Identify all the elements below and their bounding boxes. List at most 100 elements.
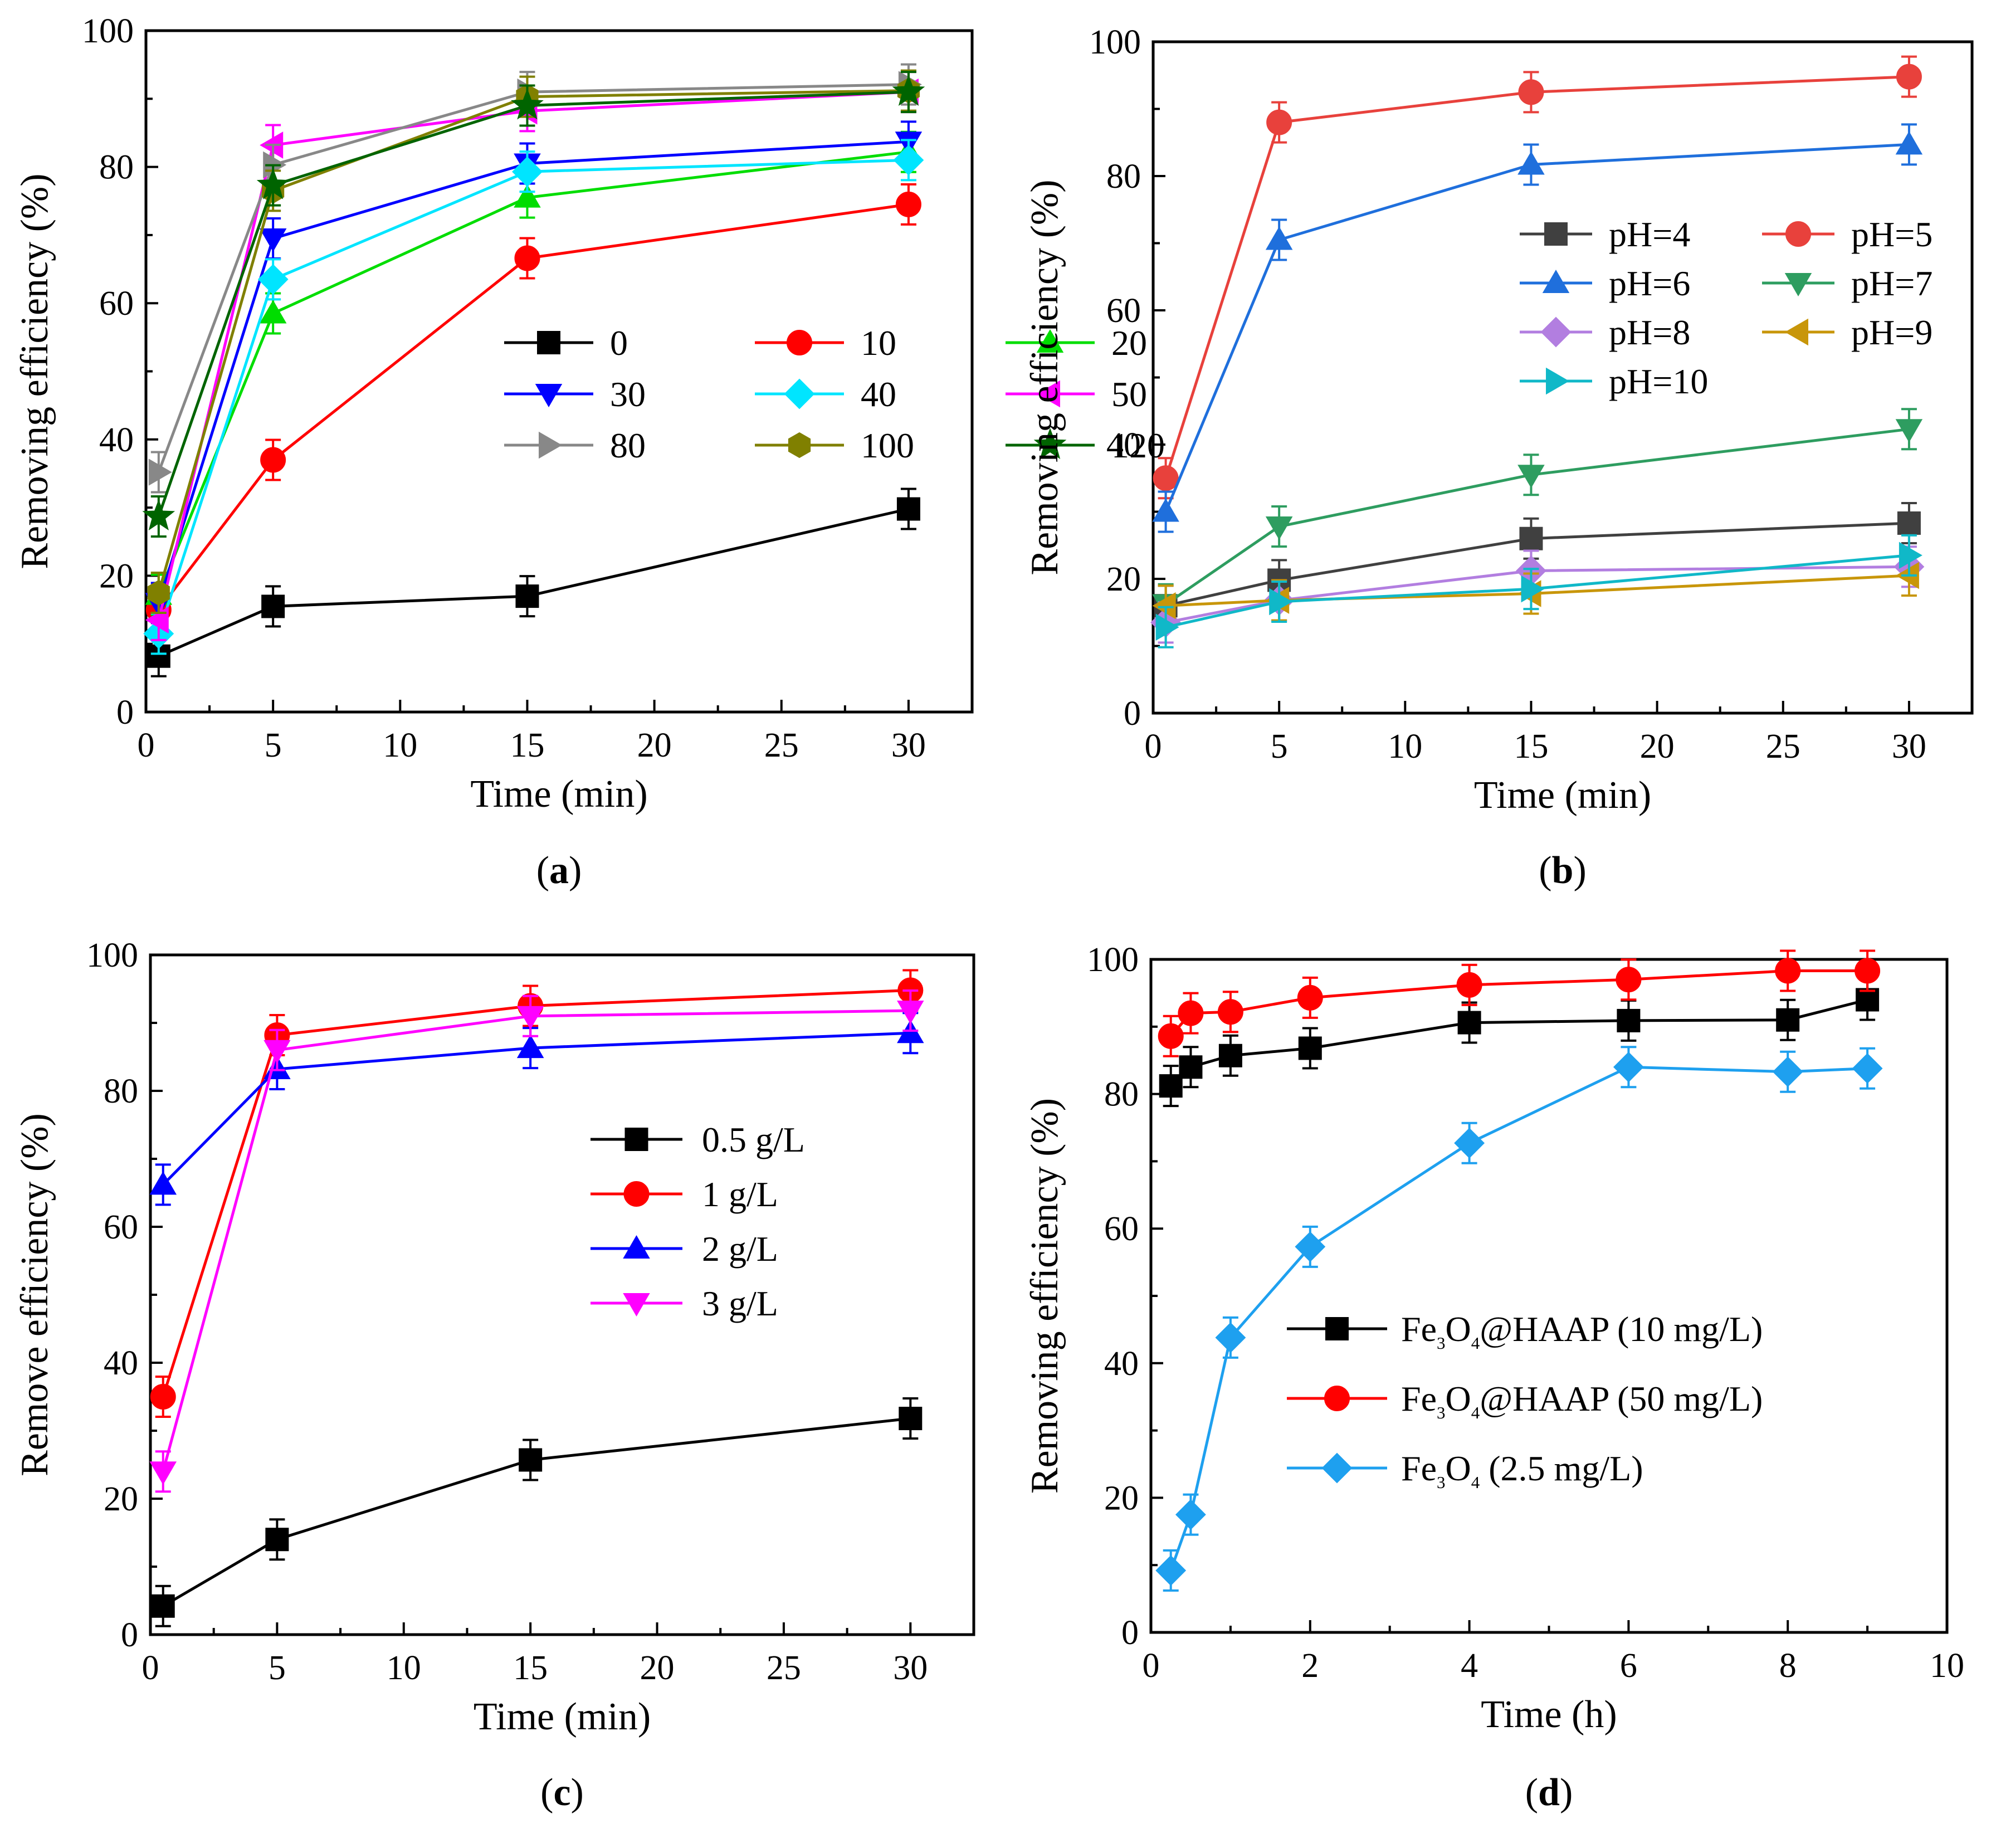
y-tick-label: 40 [104,1344,138,1382]
y-tick-label: 0 [1124,695,1141,733]
series-1 [1158,949,1881,1057]
data-point [1855,958,1881,984]
legend-label: pH=7 [1851,264,1933,303]
x-tick-label: 5 [265,726,282,764]
series-line [157,83,909,473]
series-line [162,1417,911,1607]
panel-caption: (c) [540,1771,584,1814]
x-tick-label: 2 [1301,1647,1319,1685]
data-point [1215,1322,1246,1353]
x-tick-label: 0 [138,726,155,764]
series-line [157,140,909,604]
data-point [516,1035,544,1059]
data-point [899,1407,923,1431]
x-axis-title: Time (h) [1481,1693,1617,1736]
y-tick-label: 60 [104,1208,138,1246]
data-point [1152,498,1179,522]
data-point [1175,1499,1206,1530]
legend-label: 0.5 g/L [702,1120,805,1159]
data-point [260,447,286,473]
data-point [263,1040,291,1064]
legend-marker [1542,269,1570,293]
series-0 [151,1397,923,1627]
y-tick-label: 40 [1106,426,1141,464]
x-tick-label: 0 [1145,728,1162,765]
data-point [896,497,920,521]
legend-label: 30 [610,374,646,414]
legend-marker [1036,380,1060,408]
data-point [148,459,172,486]
data-point [1772,1056,1803,1088]
series-2 [1155,1046,1883,1592]
data-point [519,1448,543,1472]
data-point [1519,526,1543,550]
series-line [1165,565,1909,624]
legend-marker [623,1181,650,1207]
data-point [1179,1055,1203,1079]
x-tick-label: 0 [142,1649,159,1687]
x-tick-label: 20 [637,726,672,764]
data-point [149,1171,177,1195]
x-axis-title: Time (min) [470,773,647,816]
legend-marker [1321,1452,1353,1484]
data-point [149,1461,177,1485]
legend-marker [624,1128,648,1151]
legend-label: 10 [861,323,896,363]
data-point [1896,64,1922,90]
data-point [1518,79,1544,105]
series-line [1169,969,1868,1037]
y-tick-label: 0 [1121,1614,1139,1652]
data-point [1775,958,1801,984]
series-line [157,90,909,517]
series-line [1165,554,1910,629]
data-point [147,579,170,606]
legend-marker [1036,329,1064,353]
series-line [1169,1065,1868,1571]
x-tick-label: 5 [269,1649,286,1687]
legend-label: pH=9 [1851,313,1933,352]
y-axis-title: Removing efficiency (%) [1023,179,1066,575]
data-point [1617,1008,1641,1032]
data-point [1265,226,1293,250]
x-tick-label: 0 [1143,1647,1160,1685]
data-point [1852,1053,1883,1084]
legend-label: Fe3O4@HAAP (10 mg/L) [1401,1309,1763,1353]
legend: Fe3O4@HAAP (10 mg/L) Fe3O4@HAAP (50 mg/L)… [1287,1309,1763,1492]
x-tick-label: 25 [767,1649,801,1687]
series-line [157,158,909,635]
y-axis-title: Removing efficiency (%) [13,173,56,569]
x-tick-label: 8 [1779,1647,1797,1685]
x-axis-title: Time (min) [474,1695,651,1738]
x-tick-label: 20 [1640,728,1675,765]
data-point [259,300,287,324]
x-tick-label: 10 [1388,728,1422,765]
data-point [1297,984,1323,1011]
legend-marker [784,378,815,409]
data-point [1217,999,1243,1025]
legend: 0.5 g/L 1 g/L 2 g/L 3 g/L [591,1120,805,1323]
y-tick-label: 20 [1106,560,1141,598]
data-point [151,1594,175,1618]
data-point [1856,988,1880,1012]
y-tick-label: 100 [86,937,138,974]
legend-label: pH=5 [1851,214,1933,254]
legend-label: 100 [861,426,914,465]
data-point [1155,1555,1187,1586]
legend-marker [788,432,811,459]
legend-marker [1540,316,1572,348]
legend-label: 3 g/L [702,1284,778,1323]
y-tick-label: 40 [99,421,134,459]
data-point [1178,1000,1204,1026]
data-point [1613,1051,1644,1083]
data-point [257,264,289,295]
y-tick-label: 60 [1104,1210,1139,1248]
data-point [1269,588,1293,616]
x-tick-label: 10 [387,1649,421,1687]
x-tick-label: 6 [1620,1647,1637,1685]
data-point [1895,419,1923,443]
x-axis-title: Time (min) [1474,774,1651,817]
legend-label: 1 g/L [702,1174,778,1214]
legend-marker [535,384,563,408]
series-0 [1159,978,1880,1108]
